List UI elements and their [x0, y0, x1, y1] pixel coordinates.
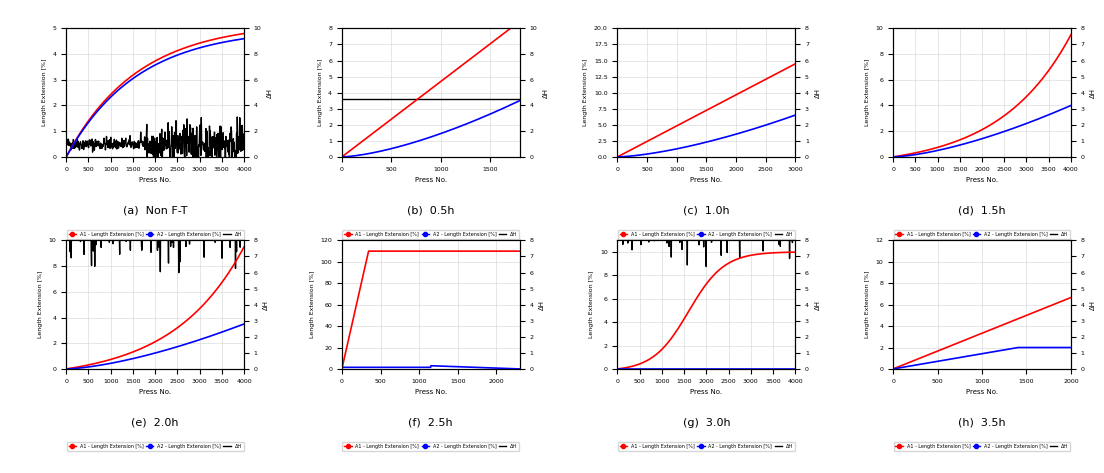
Text: (g)  3.0h: (g) 3.0h — [682, 418, 730, 428]
X-axis label: Press No.: Press No. — [415, 389, 447, 395]
Text: (a)  Non F-T: (a) Non F-T — [123, 206, 188, 216]
Y-axis label: Length Extension [%]: Length Extension [%] — [39, 271, 43, 339]
Legend: A1 - Length Extension [%], A2 - Length Extension [%], ΔH: A1 - Length Extension [%], A2 - Length E… — [618, 442, 795, 451]
Text: (b)  0.5h: (b) 0.5h — [407, 206, 455, 216]
X-axis label: Press No.: Press No. — [966, 177, 998, 183]
Legend: A1 - Length Extension [%], A2 - Length Extension [%], ΔH: A1 - Length Extension [%], A2 - Length E… — [618, 230, 795, 239]
Y-axis label: ΔH: ΔH — [264, 300, 269, 310]
Y-axis label: Length Extension [%]: Length Extension [%] — [866, 59, 870, 126]
Y-axis label: ΔH: ΔH — [543, 88, 549, 97]
Legend: A1 - Length Extension [%], A2 - Length Extension [%], ΔH: A1 - Length Extension [%], A2 - Length E… — [66, 442, 244, 451]
Y-axis label: ΔH: ΔH — [267, 88, 273, 97]
Y-axis label: Length Extension [%]: Length Extension [%] — [583, 59, 588, 126]
Y-axis label: Length Extension [%]: Length Extension [%] — [318, 59, 322, 126]
X-axis label: Press No.: Press No. — [690, 389, 722, 395]
Legend: A1 - Length Extension [%], A2 - Length Extension [%], ΔH: A1 - Length Extension [%], A2 - Length E… — [342, 442, 519, 451]
Y-axis label: Length Extension [%]: Length Extension [%] — [310, 271, 315, 339]
Y-axis label: ΔH: ΔH — [539, 300, 545, 310]
X-axis label: Press No.: Press No. — [415, 177, 447, 183]
X-axis label: Press No.: Press No. — [139, 177, 171, 183]
Y-axis label: Length Extension [%]: Length Extension [%] — [42, 59, 47, 126]
Y-axis label: ΔH: ΔH — [815, 88, 820, 97]
Y-axis label: Length Extension [%]: Length Extension [%] — [590, 271, 594, 339]
Legend: A1 - Length Extension [%], A2 - Length Extension [%], ΔH: A1 - Length Extension [%], A2 - Length E… — [342, 230, 519, 239]
Text: (f)  2.5h: (f) 2.5h — [408, 418, 453, 428]
Text: (d)  1.5h: (d) 1.5h — [958, 206, 1006, 216]
X-axis label: Press No.: Press No. — [690, 177, 722, 183]
Y-axis label: ΔH: ΔH — [1090, 88, 1096, 97]
Text: (h)  3.5h: (h) 3.5h — [958, 418, 1006, 428]
Text: (c)  1.0h: (c) 1.0h — [683, 206, 730, 216]
Y-axis label: Length Extension [%]: Length Extension [%] — [864, 271, 870, 339]
Legend: A1 - Length Extension [%], A2 - Length Extension [%], ΔH: A1 - Length Extension [%], A2 - Length E… — [893, 442, 1071, 451]
X-axis label: Press No.: Press No. — [966, 389, 998, 395]
X-axis label: Press No.: Press No. — [139, 389, 171, 395]
Legend: A1 - Length Extension [%], A2 - Length Extension [%], ΔH: A1 - Length Extension [%], A2 - Length E… — [66, 230, 244, 239]
Text: (e)  2.0h: (e) 2.0h — [131, 418, 179, 428]
Legend: A1 - Length Extension [%], A2 - Length Extension [%], ΔH: A1 - Length Extension [%], A2 - Length E… — [893, 230, 1071, 239]
Y-axis label: ΔH: ΔH — [815, 300, 820, 310]
Y-axis label: ΔH: ΔH — [1090, 300, 1096, 310]
